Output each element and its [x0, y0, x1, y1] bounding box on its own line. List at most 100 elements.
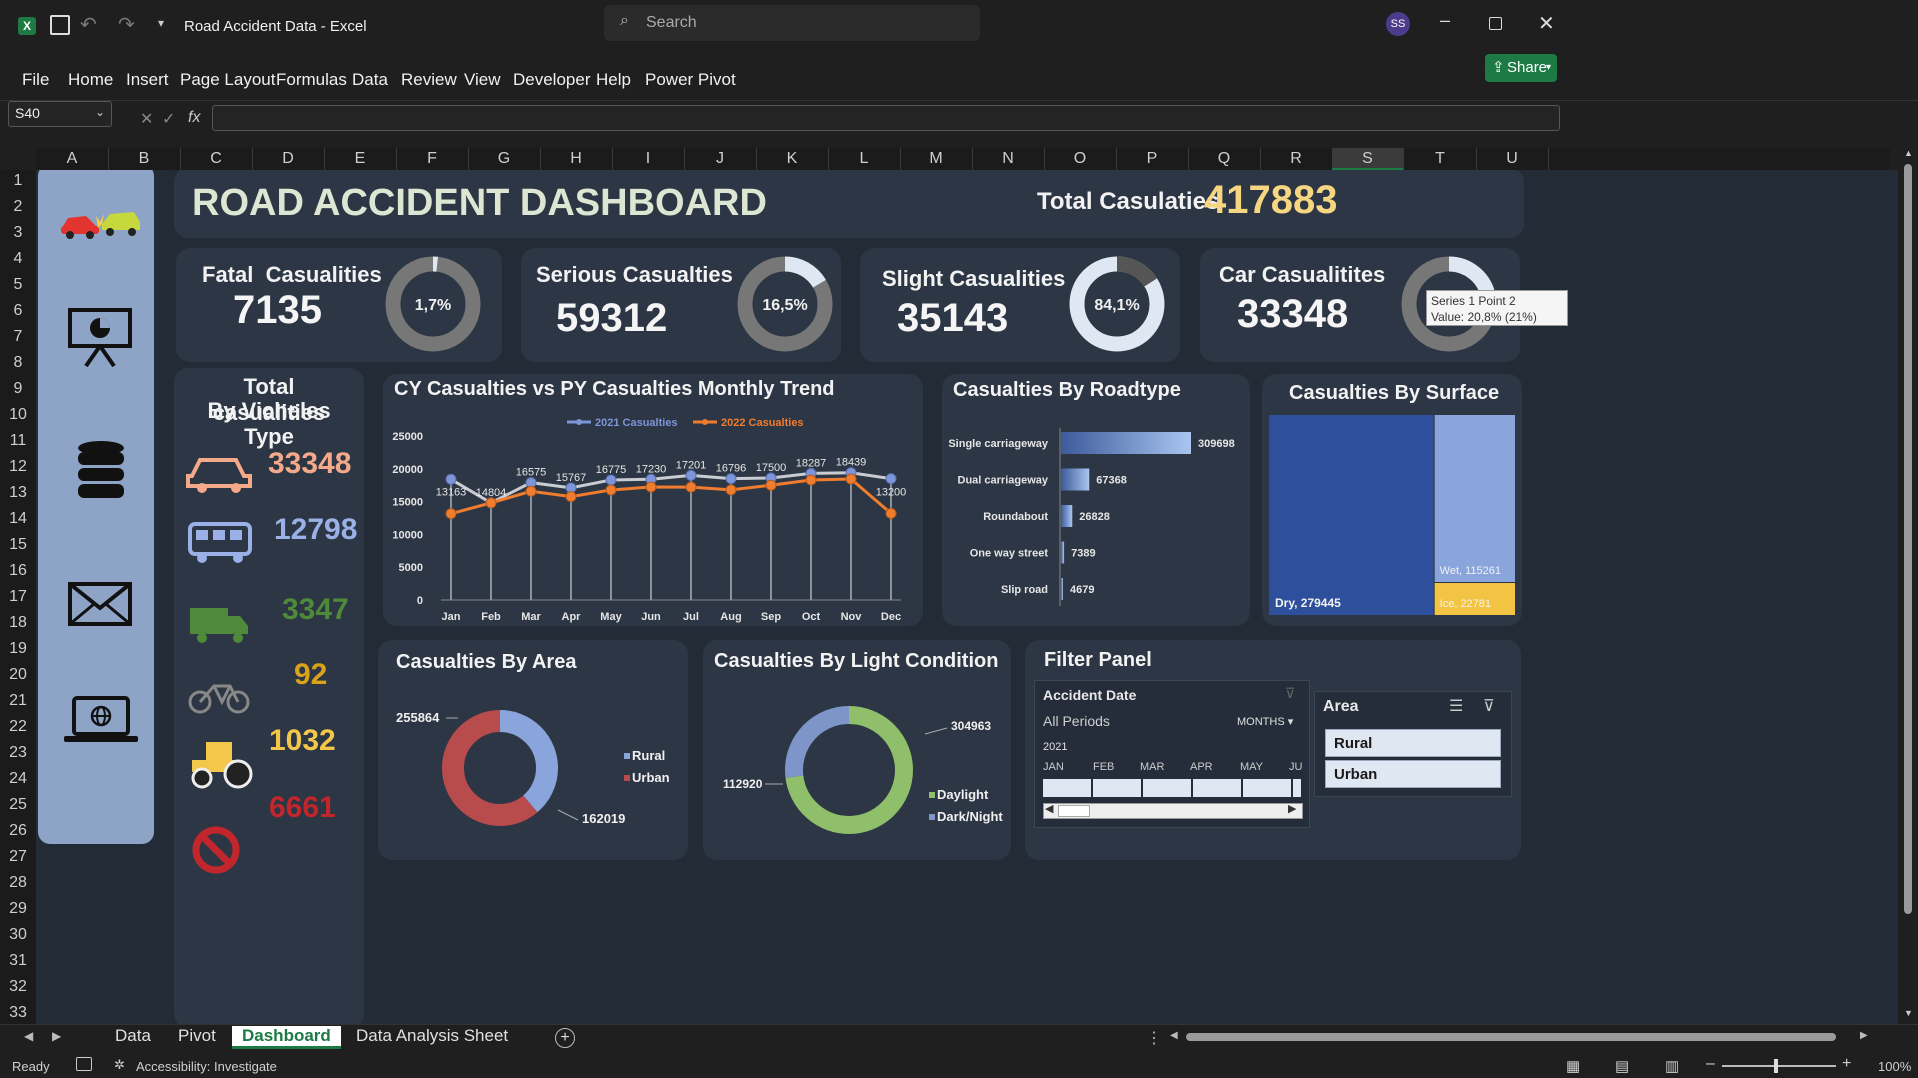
- row-header-10[interactable]: 10: [9, 406, 27, 423]
- column-header-b[interactable]: B: [108, 148, 181, 170]
- row-header-2[interactable]: 2: [13, 198, 23, 215]
- row-header-31[interactable]: 31: [9, 952, 27, 969]
- status-accessibility[interactable]: Accessibility: Investigate: [136, 1059, 277, 1074]
- timeline-month-may[interactable]: MAY: [1240, 761, 1264, 773]
- page-break-view-icon[interactable]: ▥: [1665, 1058, 1680, 1075]
- menu-page-layout[interactable]: Page Layout: [180, 70, 276, 89]
- scroll-left-icon[interactable]: ◀: [1045, 803, 1054, 815]
- page-layout-view-icon[interactable]: ▤: [1615, 1058, 1630, 1075]
- row-header-15[interactable]: 15: [9, 536, 27, 553]
- column-header-f[interactable]: F: [396, 148, 469, 170]
- menu-data[interactable]: Data: [352, 70, 388, 89]
- tab-dashboard[interactable]: Dashboard: [232, 1026, 341, 1049]
- multi-select-icon[interactable]: ☰: [1449, 698, 1464, 715]
- timeline-month-jan[interactable]: JAN: [1043, 761, 1064, 773]
- scroll-right-icon[interactable]: ▶: [1860, 1030, 1868, 1041]
- scroll-thumb[interactable]: [1186, 1033, 1836, 1041]
- zoom-level[interactable]: 100%: [1878, 1059, 1912, 1074]
- cancel-icon[interactable]: ✕: [140, 111, 154, 128]
- row-header-19[interactable]: 19: [9, 640, 27, 657]
- row-header-1[interactable]: 1: [13, 172, 23, 189]
- row-header-4[interactable]: 4: [13, 250, 23, 267]
- column-header-n[interactable]: N: [972, 148, 1045, 170]
- column-header-r[interactable]: R: [1260, 148, 1333, 170]
- scroll-thumb[interactable]: [1058, 805, 1090, 817]
- row-header-3[interactable]: 3: [13, 224, 23, 241]
- column-header-o[interactable]: O: [1044, 148, 1117, 170]
- quick-access-dropdown-icon[interactable]: ▾: [158, 16, 165, 30]
- row-header-9[interactable]: 9: [13, 380, 23, 397]
- minimize-icon[interactable]: –: [1440, 10, 1451, 30]
- tab-next-icon[interactable]: ▶: [52, 1029, 62, 1043]
- row-header-32[interactable]: 32: [9, 978, 27, 995]
- clear-filter-icon[interactable]: ⊽: [1285, 685, 1296, 701]
- save-icon[interactable]: [50, 15, 70, 35]
- row-header-28[interactable]: 28: [9, 874, 27, 891]
- row-header-27[interactable]: 27: [9, 848, 27, 865]
- row-header-29[interactable]: 29: [9, 900, 27, 917]
- search-box[interactable]: ⌕ Search: [604, 5, 980, 41]
- row-header-30[interactable]: 30: [9, 926, 27, 943]
- column-header-u[interactable]: U: [1476, 148, 1549, 170]
- menu-developer[interactable]: Developer: [513, 70, 591, 89]
- row-header-22[interactable]: 22: [9, 718, 27, 735]
- menu-file[interactable]: File: [22, 70, 50, 89]
- clear-filter-icon[interactable]: ⊽: [1483, 698, 1495, 715]
- macro-record-icon[interactable]: [76, 1057, 92, 1071]
- insert-function-icon[interactable]: fx: [188, 109, 201, 126]
- menu-power-pivot[interactable]: Power Pivot: [645, 70, 736, 89]
- zoom-thumb[interactable]: [1774, 1059, 1778, 1073]
- row-header-13[interactable]: 13: [9, 484, 27, 501]
- column-header-l[interactable]: L: [828, 148, 901, 170]
- column-header-p[interactable]: P: [1116, 148, 1189, 170]
- row-header-8[interactable]: 8: [13, 354, 23, 371]
- tab-data-analysis-sheet[interactable]: Data Analysis Sheet: [356, 1026, 509, 1045]
- row-header-7[interactable]: 7: [13, 328, 23, 345]
- menu-review[interactable]: Review: [401, 70, 457, 89]
- scroll-right-icon[interactable]: ▶: [1288, 803, 1297, 815]
- timeline-month-apr[interactable]: APR: [1190, 761, 1213, 773]
- accessibility-icon[interactable]: ✲: [114, 1057, 125, 1072]
- share-button[interactable]: ⇪ Share ▾: [1485, 54, 1557, 82]
- row-header-33[interactable]: 33: [9, 1004, 27, 1021]
- column-header-a[interactable]: A: [36, 148, 109, 170]
- timeline-slicer[interactable]: Accident Date ⊽ All Periods MONTHS ▾ 202…: [1034, 680, 1310, 828]
- restore-icon[interactable]: [1489, 17, 1502, 30]
- column-header-k[interactable]: K: [756, 148, 829, 170]
- enter-icon[interactable]: ✓: [162, 111, 176, 128]
- scroll-down-icon[interactable]: ▼: [1904, 1008, 1913, 1018]
- column-header-i[interactable]: I: [612, 148, 685, 170]
- undo-icon[interactable]: ↶: [80, 14, 97, 36]
- column-header-d[interactable]: D: [252, 148, 325, 170]
- column-header-g[interactable]: G: [468, 148, 541, 170]
- menu-help[interactable]: Help: [596, 70, 631, 89]
- row-header-24[interactable]: 24: [9, 770, 27, 787]
- column-header-t[interactable]: T: [1404, 148, 1477, 170]
- row-header-23[interactable]: 23: [9, 744, 27, 761]
- zoom-out-icon[interactable]: –: [1706, 1055, 1715, 1072]
- scroll-thumb[interactable]: [1904, 164, 1912, 914]
- timeline-scrollbar[interactable]: ◀ ▶: [1043, 803, 1303, 819]
- tab-data[interactable]: Data: [115, 1026, 151, 1045]
- area-slicer[interactable]: Area ☰ ⊽ Rural Urban: [1314, 691, 1512, 797]
- vertical-scrollbar[interactable]: ▲ ▼: [1898, 146, 1918, 1024]
- menu-insert[interactable]: Insert: [126, 70, 169, 89]
- row-header-21[interactable]: 21: [9, 692, 27, 709]
- close-icon[interactable]: ✕: [1538, 13, 1555, 35]
- row-header-5[interactable]: 5: [13, 276, 23, 293]
- slicer-item-urban[interactable]: Urban: [1325, 760, 1501, 788]
- redo-icon[interactable]: ↷: [118, 14, 135, 36]
- tab-prev-icon[interactable]: ◀: [24, 1029, 34, 1043]
- scroll-up-icon[interactable]: ▲: [1904, 148, 1913, 158]
- row-header-14[interactable]: 14: [9, 510, 27, 527]
- row-header-6[interactable]: 6: [13, 302, 23, 319]
- column-header-s[interactable]: S: [1332, 148, 1404, 170]
- menu-home[interactable]: Home: [68, 70, 114, 89]
- menu-formulas[interactable]: Formulas: [276, 70, 347, 89]
- timeline-month-jun[interactable]: JU: [1289, 761, 1303, 773]
- column-header-j[interactable]: J: [684, 148, 757, 170]
- normal-view-icon[interactable]: ▦: [1566, 1058, 1581, 1075]
- row-header-26[interactable]: 26: [9, 822, 27, 839]
- column-header-c[interactable]: C: [180, 148, 253, 170]
- name-box[interactable]: S40 ⌄: [8, 101, 112, 127]
